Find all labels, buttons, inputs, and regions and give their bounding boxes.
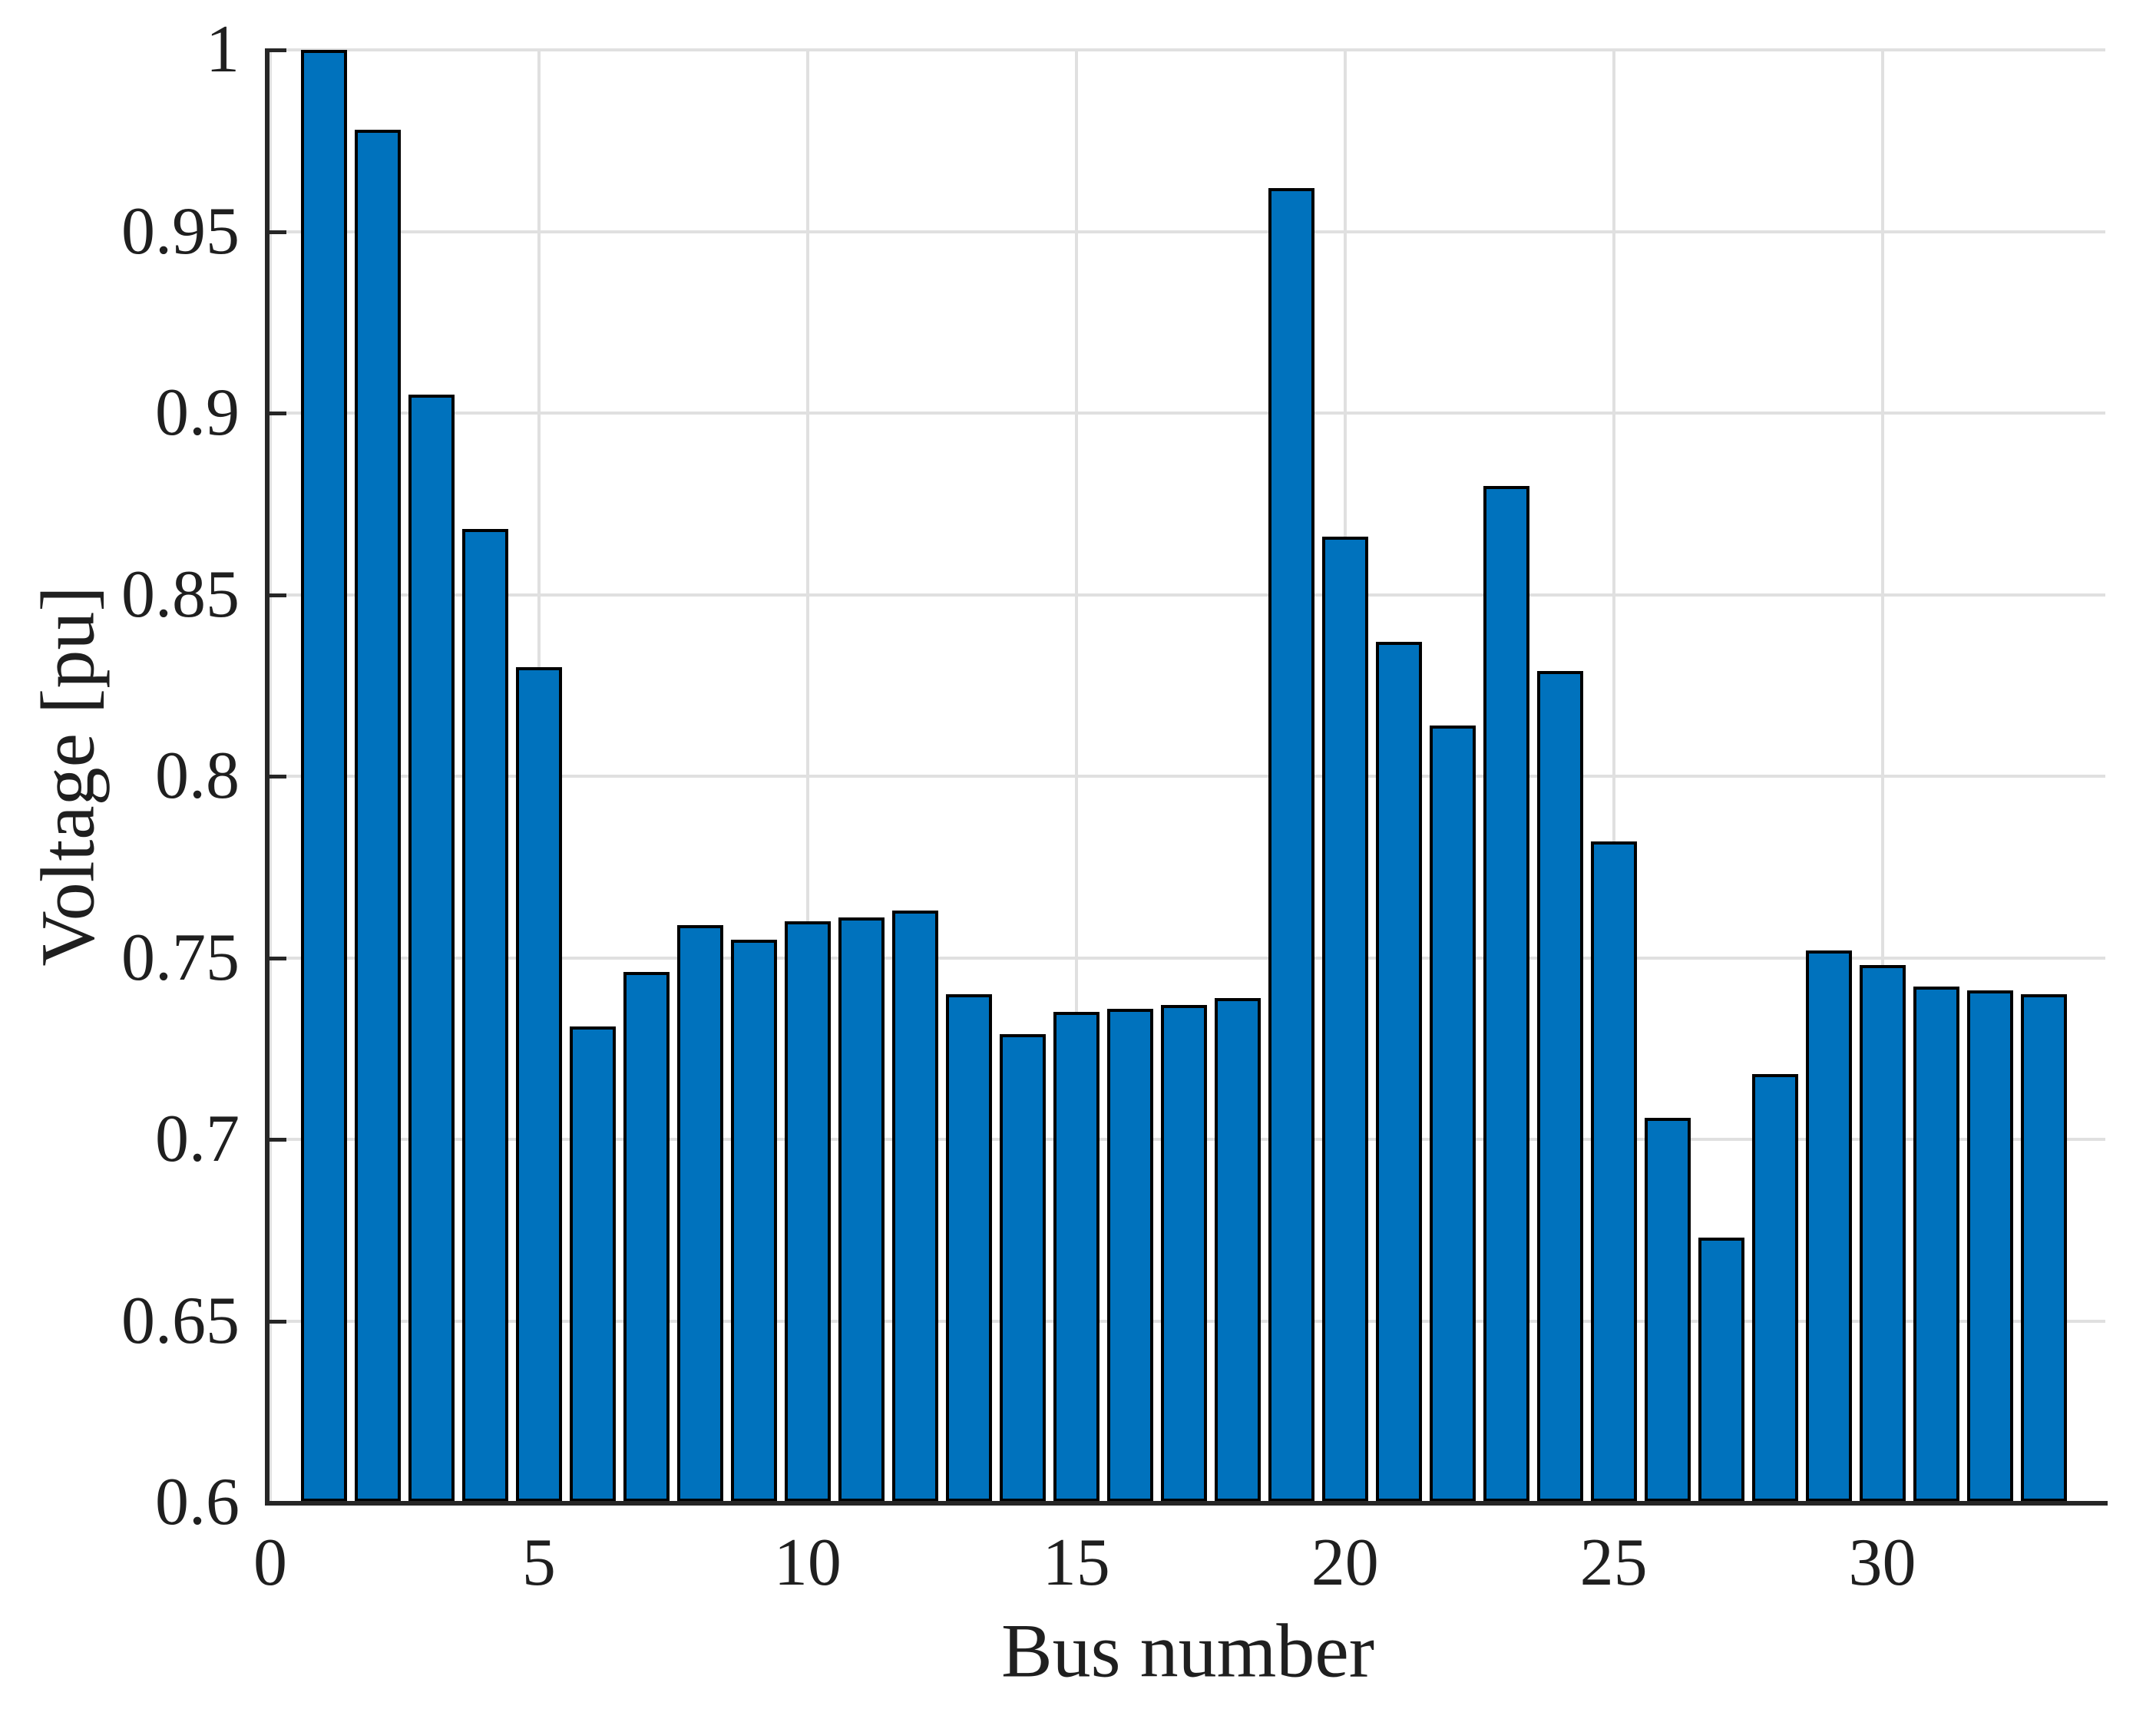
bar-bus-7 (623, 972, 670, 1502)
bar-bus-11 (838, 917, 885, 1502)
y-axis-title: Voltage [pu] (25, 586, 111, 967)
h-gridline-0.75 (270, 956, 2105, 960)
bar-bus-16 (1106, 1008, 1153, 1502)
bar-bus-4 (461, 529, 508, 1502)
bar-bus-22 (1429, 725, 1476, 1502)
h-gridline-0.95 (270, 230, 2105, 233)
y-tick-label-0.6: 0.6 (155, 1465, 240, 1539)
bar-bus-1 (300, 50, 347, 1502)
x-axis-title: Bus number (1000, 1608, 1375, 1694)
bar-bus-20 (1321, 536, 1368, 1502)
y-tick-mark-0.65 (270, 1319, 286, 1324)
y-axis-spine (265, 48, 270, 1505)
y-tick-label-0.75: 0.75 (121, 920, 240, 995)
plot-area (269, 48, 2105, 1502)
y-tick-mark-0.95 (270, 230, 286, 234)
x-tick-label-5: 5 (521, 1526, 556, 1600)
v-gridline-25 (1612, 50, 1615, 1502)
y-tick-mark-0.75 (270, 956, 286, 960)
bar-bus-32 (1966, 990, 2013, 1502)
x-tick-label-20: 20 (1311, 1526, 1379, 1600)
bar-bus-30 (1859, 964, 1906, 1502)
bar-bus-12 (891, 911, 938, 1502)
y-tick-label-0.85: 0.85 (121, 557, 240, 632)
y-tick-mark-0.8 (270, 775, 286, 778)
bar-bus-24 (1536, 670, 1583, 1502)
v-gridline-15 (1074, 50, 1078, 1502)
bar-bus-15 (1053, 1012, 1099, 1502)
x-tick-label-25: 25 (1579, 1526, 1648, 1600)
y-tick-label-0.7: 0.7 (155, 1102, 240, 1176)
bar-bus-18 (1214, 997, 1261, 1502)
h-gridline-1 (270, 48, 2105, 51)
bar-bus-8 (676, 924, 723, 1502)
x-tick-label-10: 10 (773, 1526, 842, 1600)
bar-bus-19 (1268, 187, 1314, 1502)
bar-bus-13 (945, 993, 992, 1502)
bar-bus-14 (999, 1033, 1046, 1502)
y-tick-mark-1 (270, 48, 286, 52)
y-tick-label-0.65: 0.65 (121, 1283, 240, 1358)
y-tick-label-0.9: 0.9 (155, 375, 240, 450)
v-gridline-30 (1880, 50, 1884, 1502)
bar-bus-2 (354, 130, 401, 1502)
bar-bus-23 (1483, 485, 1529, 1502)
bar-bus-29 (1805, 950, 1852, 1502)
y-tick-mark-0.6 (270, 1501, 286, 1505)
bar-bus-3 (408, 395, 455, 1502)
y-tick-mark-0.7 (270, 1138, 286, 1142)
bar-bus-25 (1590, 841, 1637, 1502)
x-tick-label-15: 15 (1042, 1526, 1110, 1600)
bar-bus-6 (569, 1026, 616, 1502)
y-tick-label-0.95: 0.95 (121, 193, 240, 269)
bar-bus-27 (1698, 1237, 1744, 1502)
bar-bus-26 (1644, 1117, 1691, 1502)
x-tick-label-0: 0 (253, 1526, 287, 1600)
y-tick-mark-0.9 (270, 412, 286, 415)
bar-bus-31 (1913, 987, 1959, 1502)
y-tick-mark-0.85 (270, 593, 286, 597)
bar-bus-10 (784, 921, 831, 1502)
bar-bus-5 (515, 667, 562, 1502)
h-gridline-0.9 (270, 412, 2105, 415)
bar-bus-17 (1160, 1005, 1207, 1502)
y-tick-label-0.8: 0.8 (155, 739, 240, 813)
x-axis-spine (265, 1501, 2108, 1506)
y-tick-label-1: 1 (206, 12, 240, 87)
h-gridline-0.85 (270, 593, 2105, 597)
bar-bus-9 (730, 939, 777, 1502)
bar-bus-28 (1751, 1073, 1798, 1502)
bar-bus-21 (1375, 642, 1422, 1502)
v-gridline-10 (805, 50, 809, 1502)
x-tick-label-30: 30 (1848, 1526, 1916, 1600)
h-gridline-0.8 (270, 775, 2105, 778)
bar-bus-33 (2020, 993, 2067, 1502)
